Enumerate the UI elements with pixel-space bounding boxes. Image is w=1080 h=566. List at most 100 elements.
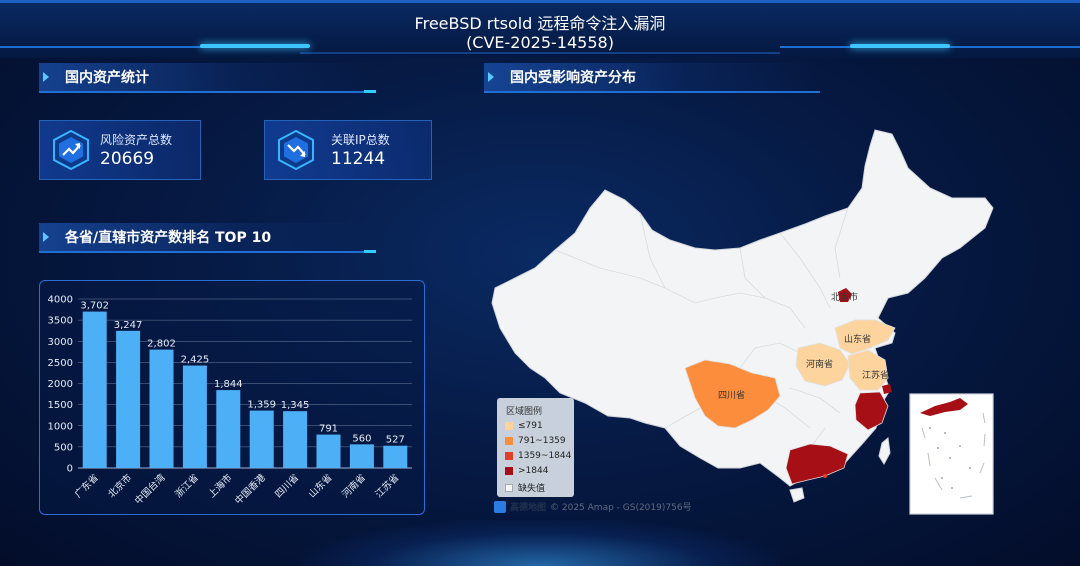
bar [82,311,107,468]
section-arrow-icon [488,72,494,82]
bar [249,410,274,468]
y-tick-label: 4000 [48,295,73,306]
stat-card-risk-assets: 风险资产总数 20669 [39,120,201,180]
x-tick-label: 北京市 [106,471,135,500]
section-header-domestic-distribution: 国内受影响资产分布 [484,63,820,93]
map-region-hongkong [823,474,827,478]
legend-label: 791~1359 [518,436,566,446]
south-china-sea-inset [909,393,994,515]
data-label: 3,247 [114,320,143,331]
map-legend: 区域图例 ≤791 791~1359 1359~1844 >1844 缺失值 [497,398,574,497]
bar [149,349,174,468]
y-tick-label: 3000 [48,337,73,348]
ranking-bar-chart: 0 500 1000 1500 2000 2500 3000 3500 4000 3,702 广东省… [48,295,412,507]
bottom-glow [300,520,780,566]
china-map-svg: 北京市 山东省 河南省 江苏省 四川省 [428,129,1057,515]
map-region-shandong [834,319,896,355]
stat-value: 11244 [331,149,386,169]
header-glow-right [850,44,950,48]
map-region-hainan [789,487,805,503]
section-title: 各省/直辖市资产数排名 TOP 10 [65,230,272,246]
legend-swatch [505,467,513,475]
y-tick-label: 2500 [48,358,73,369]
top-border [0,0,1080,3]
bar [216,390,241,468]
data-label: 1,844 [214,379,243,390]
map-region-sichuan [684,359,781,429]
x-tick-label: 浙江省 [172,472,201,501]
map-region-jiangsu [847,349,889,391]
map-region-guangdong [785,443,849,485]
y-tick-label: 3500 [48,316,73,327]
trend-down-icon [278,130,314,170]
bar [383,445,408,468]
bar [283,411,308,468]
bar [182,365,207,468]
map-region-zhejiang [854,391,889,431]
legend-item: ≤791 [505,421,543,431]
legend-label: 缺失值 [518,484,546,494]
amap-logo-icon [494,500,506,513]
section-arrow-icon [43,72,49,82]
bar [349,444,374,468]
data-label: 791 [319,424,338,435]
bar [316,434,341,468]
header-line-left [0,46,300,48]
page-subtitle: (CVE-2025-14558) [466,33,614,52]
trend-up-icon [53,130,89,170]
x-tick-label: 江苏省 [373,472,402,501]
map-region-taiwan [878,437,891,465]
legend-swatch [505,437,513,445]
data-label: 2,425 [181,355,210,366]
legend-swatch [505,483,513,492]
legend-label: ≤791 [518,421,543,431]
data-label: 527 [386,435,405,446]
section-arrow-icon [43,232,49,242]
stat-label: 风险资产总数 [100,133,173,147]
data-label: 2,802 [147,339,176,350]
legend-label: 1359~1844 [518,451,572,461]
legend-swatch [505,422,513,430]
amap-copyright: © 2025 Amap - GS(2019)756号 [550,503,692,513]
china-map: 北京市 山东省 河南省 江苏省 四川省 [428,128,1057,516]
map-label-sichuan: 四川省 [718,389,745,401]
section-header-province-ranking: 各省/直辖市资产数排名 TOP 10 [39,223,376,253]
legend-label: >1844 [518,466,549,476]
y-tick-label: 2000 [48,379,73,390]
map-label-henan: 河南省 [806,358,833,370]
section-title: 国内资产统计 [65,70,149,86]
stat-label: 关联IP总数 [331,133,390,147]
stat-value: 20669 [100,149,155,169]
data-label: 1,345 [281,400,310,411]
map-region-shanghai [882,384,892,394]
x-tick-label: 四川省 [273,472,302,501]
header-bar [0,0,1080,58]
section-accent [364,90,376,93]
data-label: 1,359 [247,400,276,411]
data-label: 560 [352,433,371,444]
y-tick-label: 0 [67,464,73,475]
x-tick-label: 河南省 [339,472,368,501]
section-title: 国内受影响资产分布 [510,70,636,86]
legend-item: 791~1359 [505,436,566,446]
x-tick-label: 上海市 [206,471,235,500]
y-tick-label: 1000 [48,421,73,432]
x-tick-label: 中国台湾 [132,471,168,507]
header-line-center [300,52,780,54]
map-attribution: 高德地图 © 2025 Amap - GS(2019)756号 [494,500,692,513]
y-tick-label: 1500 [48,400,73,411]
map-label-beijing: 北京市 [831,291,858,303]
header-glow-left [200,44,310,48]
legend-title: 区域图例 [506,407,543,417]
data-label: 3,702 [80,301,109,312]
legend-item: 1359~1844 [505,451,571,461]
amap-brand: 高德地图 [510,503,547,513]
legend-item: >1844 [505,466,548,476]
legend-swatch [505,452,513,460]
x-tick-label: 中国香港 [232,471,268,507]
y-tick-label: 500 [54,442,73,453]
x-tick-label: 山东省 [306,472,335,501]
ranking-chart-panel: 0 500 1000 1500 2000 2500 3000 3500 4000 3,702 广东省… [39,280,425,515]
section-accent [364,250,376,253]
bar [116,330,141,468]
